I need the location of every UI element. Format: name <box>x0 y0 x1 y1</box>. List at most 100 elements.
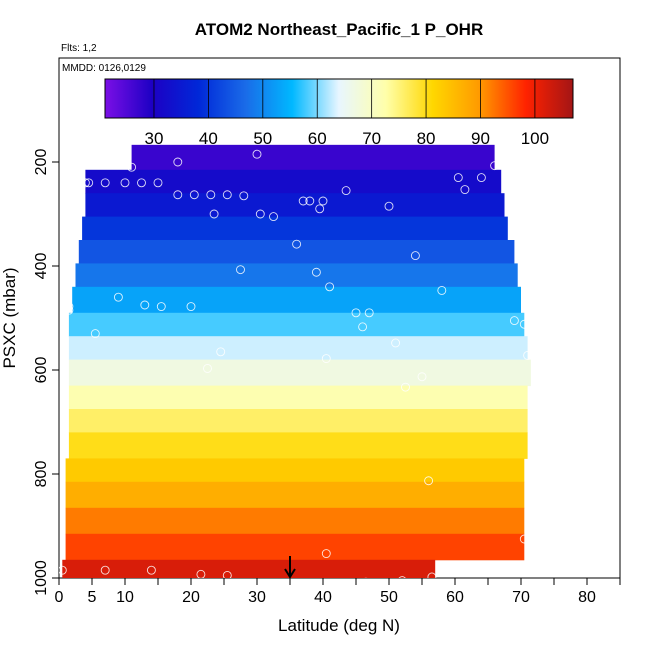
chart-title: ATOM2 Northeast_Pacific_1 P_OHR <box>195 20 483 39</box>
x-axis: 0 5 10 20 30 40 50 60 70 80 <box>55 578 621 606</box>
dates-label: MMDD: 0126,0129 <box>62 63 146 74</box>
data-point <box>127 162 137 172</box>
data-point <box>325 282 335 292</box>
data-point <box>401 382 410 392</box>
data-point <box>206 190 216 200</box>
data-point <box>90 329 100 339</box>
data-point <box>519 319 529 329</box>
heatmap-band <box>72 286 521 314</box>
x-tick-label: 5 <box>88 589 97 606</box>
data-point <box>173 157 183 167</box>
heatmap-bands <box>62 144 531 578</box>
y-tick-label: 600 <box>33 357 50 384</box>
data-point <box>341 186 351 196</box>
heatmap-band <box>85 169 502 194</box>
data-point <box>424 476 434 486</box>
colorbar-ticks: 30 40 50 60 70 80 90 100 <box>145 79 549 148</box>
data-point <box>523 350 533 360</box>
heatmap-band <box>68 409 528 433</box>
data-point <box>269 212 278 222</box>
colorbar-tick-label: 30 <box>145 129 164 148</box>
data-point <box>140 300 150 310</box>
data-point <box>153 178 163 188</box>
data-point <box>453 173 463 183</box>
heatmap-band <box>85 193 505 218</box>
flights-label: Flts: 1,2 <box>61 43 97 54</box>
x-tick-label: 0 <box>55 589 64 606</box>
heatmap-band <box>75 263 518 288</box>
y-tick-label: 1000 <box>33 560 50 596</box>
arrow-head <box>284 568 296 579</box>
data-point <box>113 292 123 302</box>
data-point <box>427 572 437 578</box>
data-point <box>216 347 226 357</box>
colorbar-tick-label: 90 <box>471 129 490 148</box>
heatmap-band <box>68 336 528 361</box>
data-point <box>64 305 74 315</box>
data-point <box>196 569 206 578</box>
colorbar-tick-label: 40 <box>199 129 218 148</box>
colorbar-tick-label: 80 <box>417 129 436 148</box>
data-point <box>351 308 361 318</box>
data-point <box>398 576 406 578</box>
data-point <box>137 178 146 188</box>
y-tick-label: 200 <box>33 149 50 176</box>
heatmap-band <box>65 481 525 509</box>
data-point <box>321 354 331 364</box>
x-tick-label: 80 <box>578 589 596 606</box>
heatmap-band <box>65 458 525 483</box>
data-point <box>59 565 67 575</box>
data-point <box>298 196 308 206</box>
data-points <box>59 149 533 578</box>
x-tick-label: 20 <box>182 589 200 606</box>
data-point <box>476 173 486 183</box>
data-point <box>189 190 199 200</box>
colorbar-tick-label: 70 <box>362 129 381 148</box>
x-tick-label: 50 <box>380 589 398 606</box>
data-point <box>460 185 470 195</box>
data-point <box>364 308 374 318</box>
y-tick-label: 800 <box>33 461 50 488</box>
data-point <box>311 267 321 277</box>
data-point <box>222 570 232 578</box>
data-point <box>156 302 166 312</box>
data-point <box>84 178 94 188</box>
data-point <box>391 338 401 348</box>
arrow-marker <box>284 556 296 579</box>
data-point <box>100 565 110 575</box>
x-axis-label: Latitude (deg N) <box>278 616 400 635</box>
y-axis: 200 400 600 800 1000 <box>33 149 59 596</box>
data-point <box>120 178 130 188</box>
x-tick-label: 30 <box>248 589 266 606</box>
colorbar-bar <box>104 78 574 119</box>
data-point <box>364 577 368 578</box>
data-point <box>64 302 74 312</box>
colorbar-tick-label: 100 <box>521 129 549 148</box>
y-tick-label: 400 <box>33 253 50 280</box>
heatmap-band <box>68 312 525 337</box>
data-point <box>437 285 447 295</box>
colorbar-tick-label: 50 <box>253 129 272 148</box>
data-point <box>490 161 500 171</box>
data-point <box>358 322 368 332</box>
data-point <box>252 149 262 159</box>
data-point <box>509 316 519 326</box>
x-tick-label: 70 <box>512 589 530 606</box>
heatmap-band <box>65 533 525 561</box>
x-tick-label: 60 <box>446 589 464 606</box>
data-point <box>410 251 420 261</box>
data-point <box>173 190 183 200</box>
y-axis-label: PSXC (mbar) <box>0 267 19 368</box>
data-point <box>318 196 328 206</box>
data-point <box>384 201 394 211</box>
data-point <box>80 178 90 188</box>
data-point <box>203 363 212 373</box>
heatmap-band <box>68 385 528 410</box>
data-point <box>236 265 245 275</box>
heatmap-band <box>65 507 525 535</box>
data-point <box>292 239 302 249</box>
data-point <box>186 302 196 312</box>
heatmap-band <box>82 216 508 241</box>
heatmap-band <box>68 359 531 387</box>
